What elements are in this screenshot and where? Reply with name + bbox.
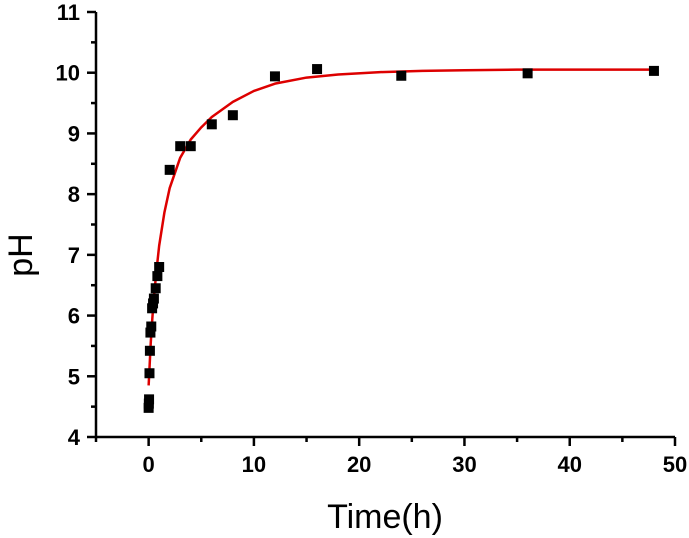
data-point (146, 321, 157, 332)
x-tick-label: 0 (143, 452, 155, 477)
data-point (144, 345, 155, 356)
x-tick-label: 50 (663, 452, 687, 477)
data-point (144, 394, 155, 405)
fit-curve (147, 68, 654, 386)
x-tick-label: 30 (452, 452, 476, 477)
x-tick-label: 40 (557, 452, 581, 477)
x-axis-label: Time(h) (327, 498, 443, 536)
x-tick-label: 20 (347, 452, 371, 477)
data-point (312, 64, 323, 75)
data-point (175, 141, 186, 152)
data-point (185, 141, 196, 152)
data-point (648, 65, 659, 76)
y-tick-label: 4 (68, 425, 81, 450)
fit-curve-layer (147, 68, 654, 386)
axes (94, 12, 675, 439)
y-tick-label: 10 (56, 61, 80, 86)
data-point (227, 110, 238, 121)
data-point (152, 271, 163, 282)
y-tick-label: 6 (68, 304, 80, 329)
y-axis-label: pH (2, 233, 40, 276)
y-tick-label: 8 (68, 182, 80, 207)
y-tick-label: 11 (57, 0, 80, 25)
data-point (396, 70, 407, 81)
data-point (148, 293, 159, 304)
data-point (144, 368, 155, 379)
x-tick-label: 10 (242, 452, 266, 477)
data-point (150, 283, 161, 294)
y-tick-label: 7 (68, 243, 80, 268)
data-point (154, 262, 165, 272)
data-point (145, 327, 156, 338)
y-tick-label: 9 (68, 121, 80, 146)
data-point (269, 71, 280, 82)
data-point (522, 68, 533, 79)
data-point (164, 164, 175, 175)
y-axis-ticks: 4 5 6 7 8 9 10 11 (56, 0, 96, 450)
data-point (206, 119, 217, 130)
data-points-layer (143, 64, 659, 413)
x-axis-ticks: 0 10 20 30 40 50 (94, 437, 687, 477)
y-tick-label: 5 (68, 364, 80, 389)
